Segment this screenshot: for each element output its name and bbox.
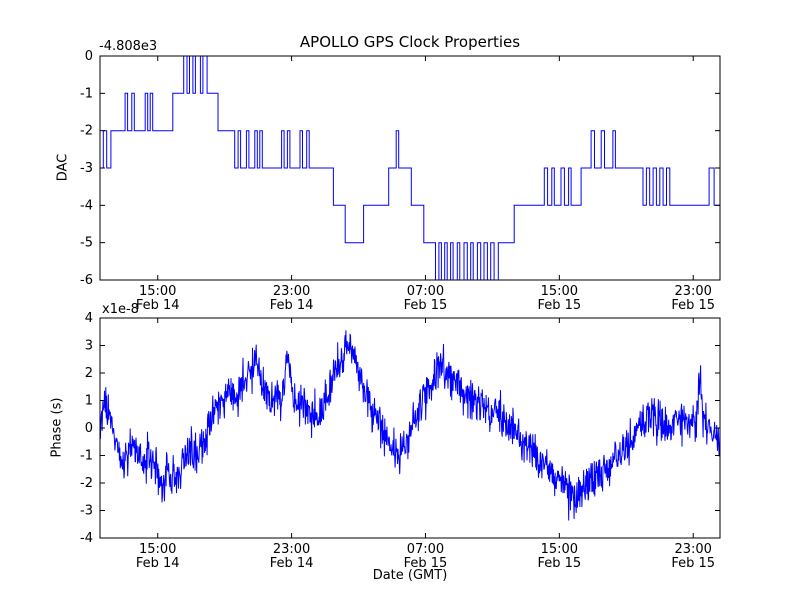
y-tick-label: -2 <box>80 124 93 139</box>
x-tick-label-time: 23:00 <box>273 542 310 557</box>
y-tick-label: -2 <box>80 476 93 491</box>
x-tick-label-time: 15:00 <box>139 284 176 299</box>
y-tick-label: -1 <box>80 449 93 464</box>
x-tick-label-time: 23:00 <box>674 542 711 557</box>
y-tick-label: 2 <box>85 366 93 381</box>
x-tick-label-date: Feb 15 <box>538 298 582 313</box>
x-tick-label-date: Feb 15 <box>671 556 715 571</box>
x-tick-label-date: Feb 15 <box>538 556 582 571</box>
x-tick-label-date: Feb 14 <box>136 556 180 571</box>
phase-axis-scale-label: x1e-8 <box>102 302 139 317</box>
y-tick-label: -1 <box>80 86 93 101</box>
x-tick-label-time: 15:00 <box>139 542 176 557</box>
x-tick-label-date: Feb 15 <box>404 556 448 571</box>
x-tick-label-time: 07:00 <box>407 542 444 557</box>
y-tick-label: 3 <box>85 339 93 354</box>
phase-y-axis-label: Phase (s) <box>49 397 65 458</box>
dac-y-axis-label: DAC <box>55 153 71 182</box>
chart-title: APOLLO GPS Clock Properties <box>299 33 521 51</box>
x-tick-label-date: Feb 14 <box>136 298 180 313</box>
x-tick-label-date: Feb 14 <box>270 556 314 571</box>
x-tick-label-date: Feb 15 <box>404 298 448 313</box>
x-tick-label-time: 07:00 <box>407 284 444 299</box>
y-tick-label: 4 <box>85 311 93 326</box>
y-tick-label: -5 <box>80 236 93 251</box>
x-tick-label-date: Feb 14 <box>270 298 314 313</box>
x-tick-label-time: 23:00 <box>273 284 310 299</box>
y-tick-label: -4 <box>80 198 93 213</box>
x-tick-label-time: 23:00 <box>674 284 711 299</box>
dac-series-line <box>100 56 720 280</box>
x-axis-label: Date (GMT) <box>372 568 448 583</box>
y-tick-label: -3 <box>80 504 93 519</box>
x-tick-label-time: 15:00 <box>541 542 578 557</box>
phase-series-line <box>100 330 720 521</box>
y-tick-label: 0 <box>85 49 93 64</box>
y-tick-label: -3 <box>80 161 93 176</box>
x-tick-label-date: Feb 15 <box>671 298 715 313</box>
y-tick-label: 0 <box>85 421 93 436</box>
x-tick-label-time: 15:00 <box>541 284 578 299</box>
y-tick-label: -6 <box>80 273 93 288</box>
y-tick-label: -4 <box>80 531 93 546</box>
dac-axis-offset-label: -4.808e3 <box>99 39 158 54</box>
y-tick-label: 1 <box>85 394 93 409</box>
